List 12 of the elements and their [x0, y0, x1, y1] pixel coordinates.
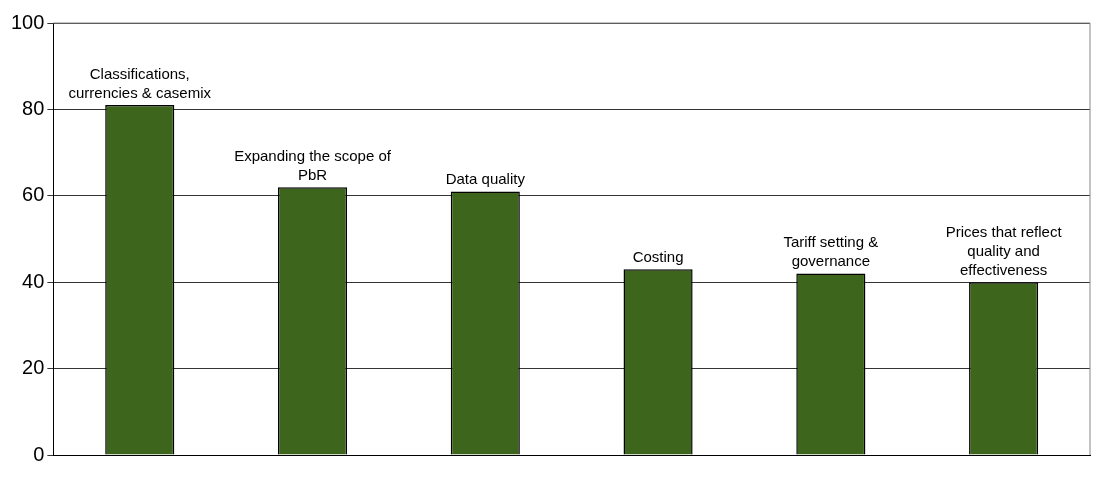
- x-tick-label: Classifications, currencies & casemix: [68, 64, 212, 101]
- y-tick-label: 80: [22, 96, 45, 119]
- x-tick-label: Tariff setting & governance: [783, 233, 879, 270]
- y-tick-label: 100: [10, 10, 45, 33]
- x-tick-label: Expanding the scope of PbR: [234, 146, 392, 183]
- y-tick-label: 40: [22, 269, 45, 292]
- x-tick-label: Costing: [632, 247, 684, 265]
- y-tick-label: 20: [22, 356, 45, 379]
- x-tick-label: Prices that reflect quality and effectiveness: [945, 222, 1063, 278]
- y-tick-label: 60: [22, 183, 45, 206]
- y-tick-label: 0: [33, 442, 45, 465]
- x-tick-label: Data quality: [445, 170, 526, 188]
